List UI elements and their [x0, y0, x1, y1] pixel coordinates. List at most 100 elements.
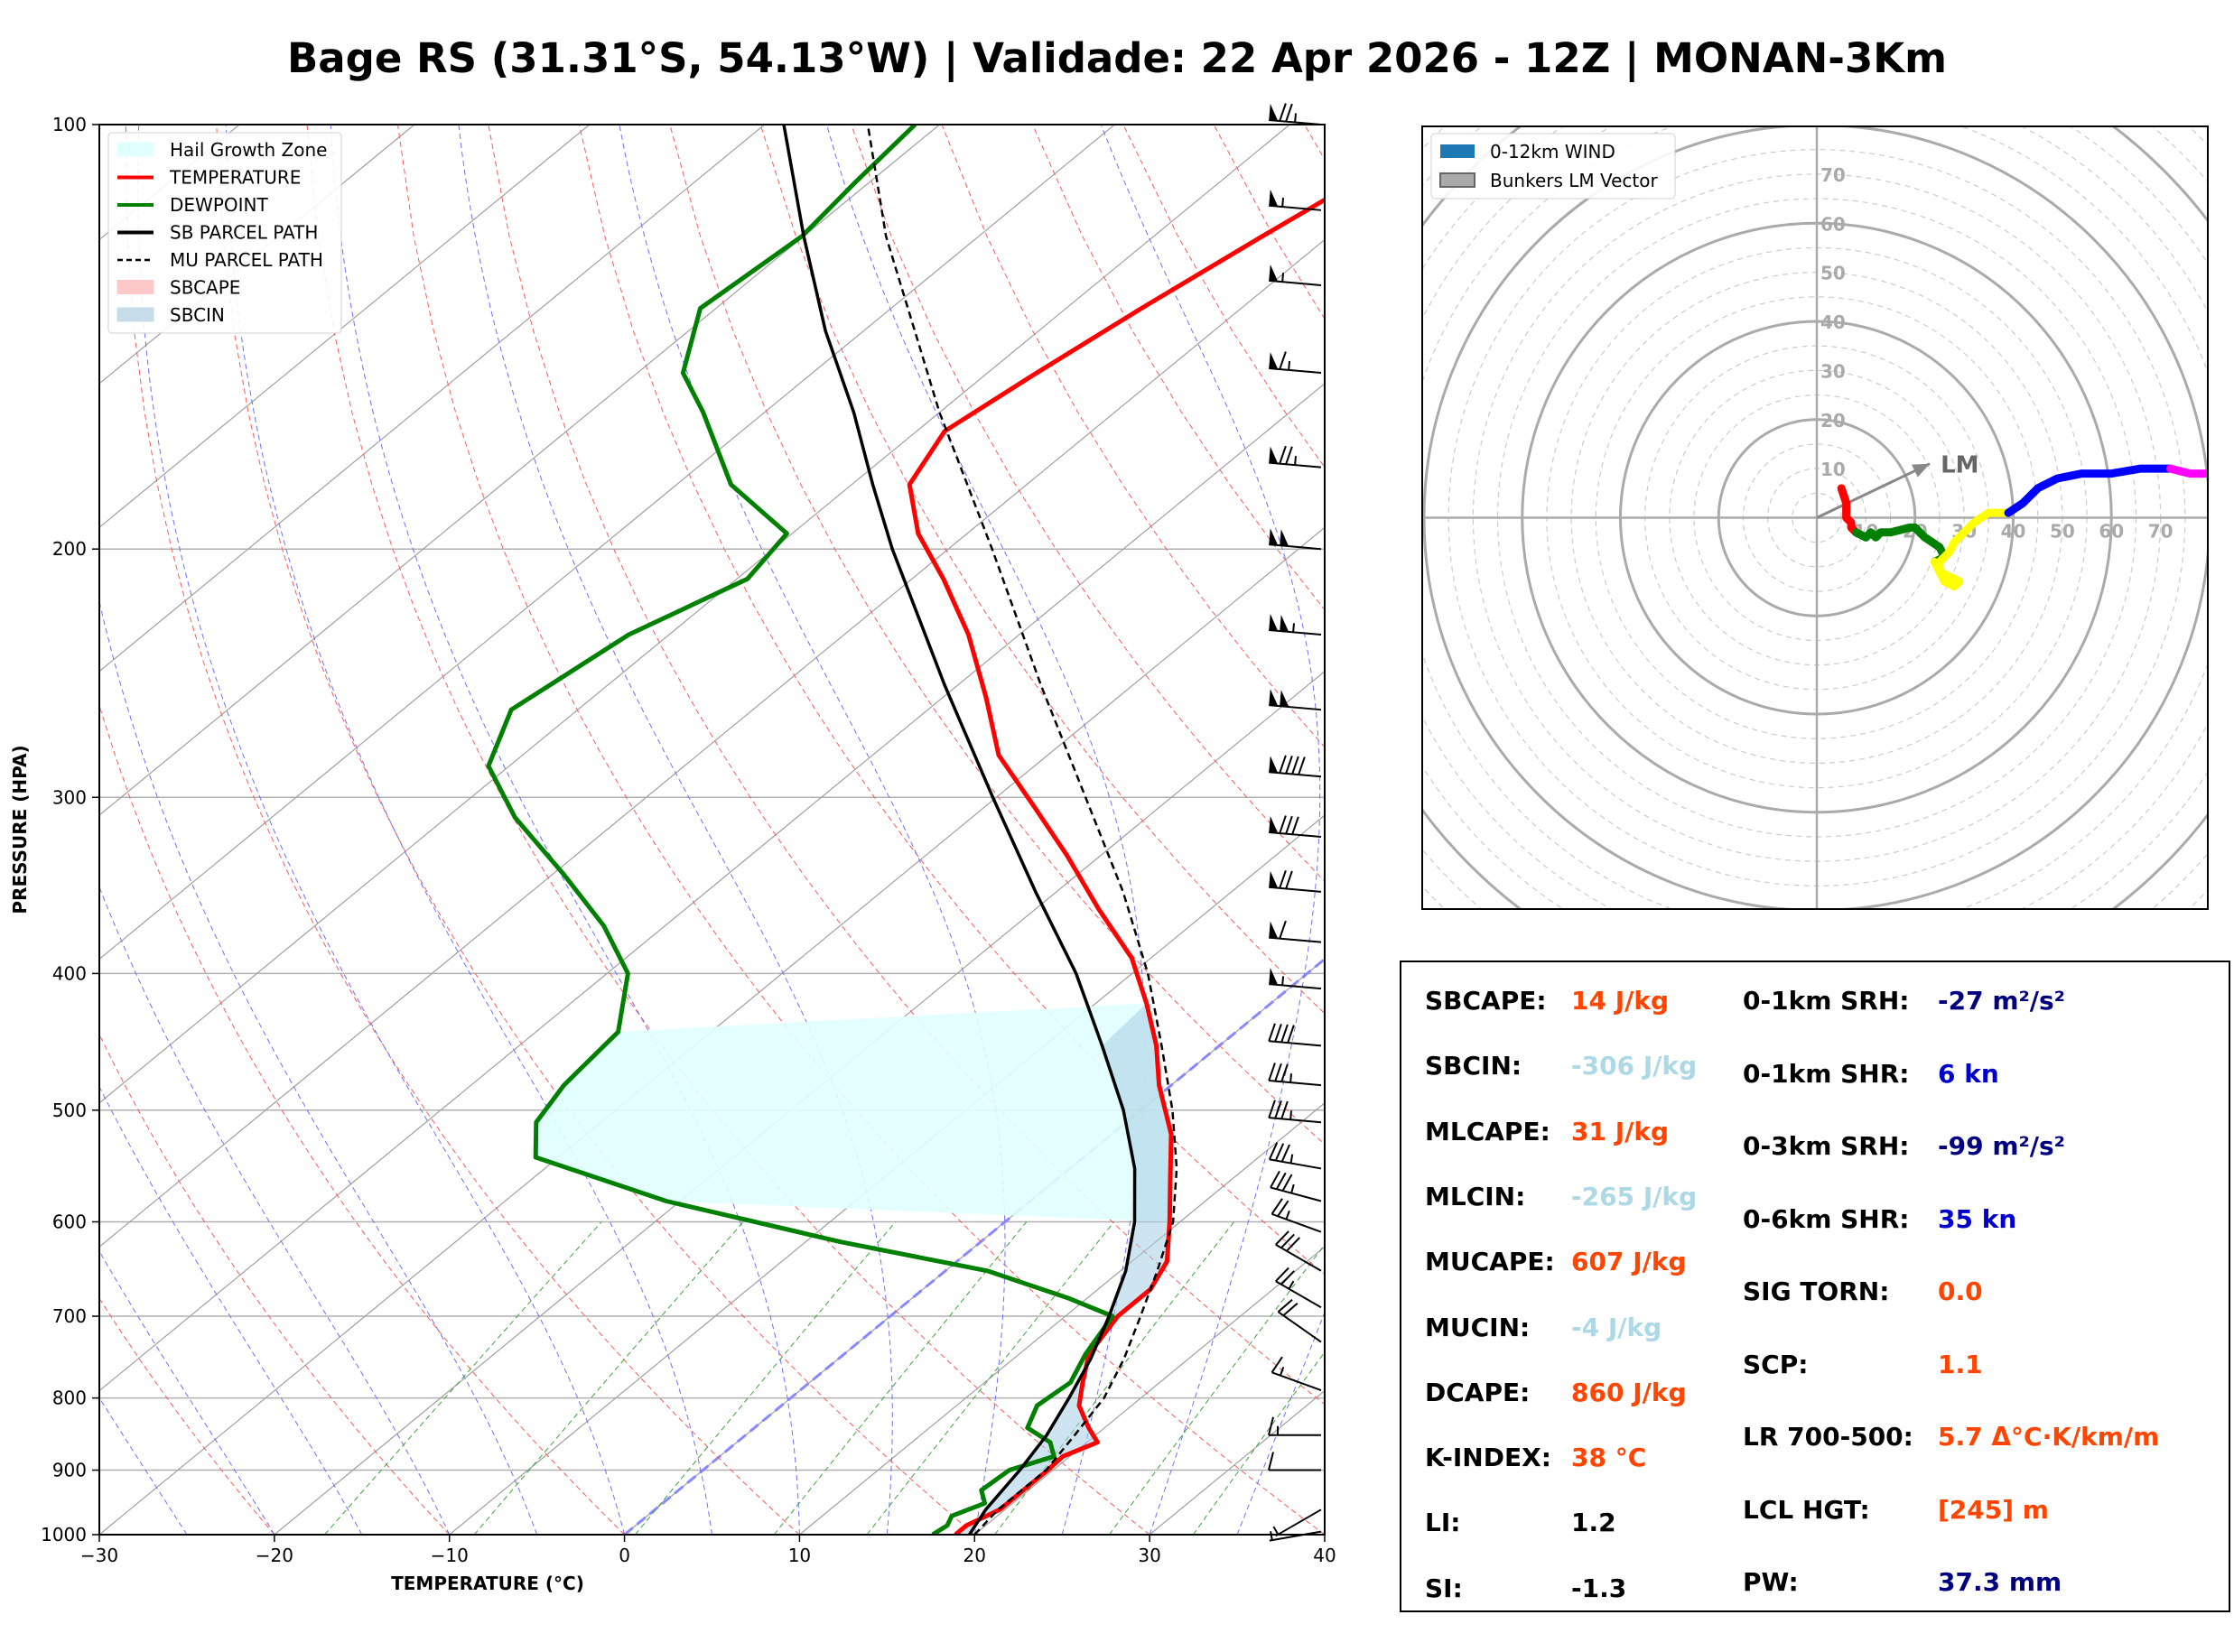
- moist-adiabat: [99, 886, 451, 1535]
- ring-label: 60: [2099, 521, 2124, 543]
- skewt-frame: [98, 124, 1326, 1536]
- param-label: LI:: [1425, 1508, 1461, 1538]
- p-tick-label: 600: [52, 1211, 87, 1232]
- legend-label: Bunkers LM Vector: [1490, 170, 1659, 191]
- param-label: 0-1km SRH:: [1743, 986, 1910, 1016]
- mixing-ratio-line: [324, 1221, 602, 1535]
- param-label: SI:: [1425, 1573, 1463, 1603]
- isotherm-line: [99, 125, 766, 673]
- mixing-ratio-line: [994, 1221, 1234, 1535]
- legend-swatch: [1439, 172, 1475, 188]
- mixing-ratio-line: [1109, 1243, 1325, 1535]
- wind-barb: [1272, 1508, 1322, 1537]
- param-label: DCAPE:: [1425, 1377, 1531, 1407]
- wind-barb: [1275, 1230, 1322, 1272]
- wind-barb: [1269, 870, 1322, 893]
- ring-label: 50: [1820, 263, 1846, 284]
- wind-barb: [1269, 614, 1322, 636]
- ring-label: 40: [2001, 521, 2026, 543]
- param-value: 6 kn: [1938, 1058, 1999, 1089]
- ring-label: 60: [1820, 213, 1846, 235]
- ring-label: 10: [1820, 459, 1846, 480]
- p-tick-label: 800: [52, 1387, 87, 1409]
- dry-adiabat: [99, 1297, 275, 1535]
- wind-barb: [1269, 755, 1322, 778]
- param-label: LCL HGT:: [1743, 1494, 1870, 1525]
- param-label: 0-3km SRH:: [1743, 1131, 1910, 1161]
- skewt-legend: Hail Growth Zone TEMPERATURE DEWPOINT SB PA…: [107, 132, 342, 334]
- isotherm-line: [99, 125, 1115, 961]
- hail-growth-zone: [535, 1003, 1171, 1222]
- p-tick-label: 700: [52, 1305, 87, 1327]
- legend-label: SBCIN: [170, 304, 225, 326]
- legend-box: [107, 132, 342, 334]
- ring-label: 70: [1820, 164, 1846, 186]
- wind-barb: [1269, 445, 1322, 469]
- bunkers-arrowhead: [1912, 463, 1931, 478]
- wind-barb: [1271, 1198, 1322, 1233]
- param-value: 14 J/kg: [1571, 986, 1670, 1016]
- param-label: MLCIN:: [1425, 1181, 1526, 1211]
- bunkers-arrow: [1816, 462, 1931, 519]
- param-value: 5.7 Δ°C·K/km/m: [1938, 1422, 2160, 1452]
- legend-swatch: [1440, 144, 1475, 158]
- param-value: -306 J/kg: [1571, 1051, 1698, 1081]
- isotherm-line: [99, 125, 1290, 1104]
- isotherm-line: [799, 1102, 1325, 1535]
- moist-adiabat: [1100, 125, 1321, 1535]
- param-label: 0-1km SHR:: [1743, 1058, 1910, 1089]
- mixing-ratio-line: [773, 1221, 1028, 1535]
- series-temperature: [907, 197, 1325, 1535]
- param-value: 0.0: [1938, 1276, 1983, 1306]
- moist-adiabat: [99, 1397, 188, 1535]
- hodograph-ring: [1252, 0, 2234, 1082]
- wind-barb: [1269, 815, 1322, 839]
- legend-box: [1430, 133, 1676, 200]
- param-label: 0-6km SHR:: [1743, 1203, 1910, 1234]
- dry-adiabat: [99, 1034, 451, 1535]
- p-tick-label: 200: [52, 538, 87, 560]
- wind-barb: [1269, 1530, 1322, 1542]
- wind-barb: [1270, 1170, 1322, 1202]
- param-value: 1.2: [1571, 1508, 1616, 1538]
- hodograph-legend: 0-12km WIND Bunkers LM Vector: [1430, 133, 1676, 200]
- p-tick-label: 1000: [41, 1524, 87, 1545]
- isotherm-line: [99, 125, 591, 529]
- isotherm-line: [624, 958, 1325, 1535]
- legend-label: SB PARCEL PATH: [170, 222, 318, 244]
- legend-swatch: [116, 280, 154, 294]
- param-label: LR 700-500:: [1743, 1422, 1913, 1452]
- wind-barb: [1275, 1267, 1322, 1309]
- mixing-ratio-line: [635, 1221, 897, 1535]
- moist-adiabat: [99, 1085, 363, 1535]
- legend-swatch: [116, 142, 154, 157]
- bunkers-label: LM: [1941, 452, 1978, 479]
- param-label: SCP:: [1743, 1349, 1809, 1379]
- x-axis-label: TEMPERATURE (°C): [391, 1573, 584, 1594]
- p-tick-label: 400: [52, 962, 87, 984]
- x-tick-label: −20: [256, 1545, 293, 1566]
- hodograph-ring: [1228, 0, 2234, 1107]
- moist-adiabat: [330, 125, 800, 1535]
- param-label: MUCAPE:: [1425, 1247, 1555, 1277]
- wind-barb: [1268, 1142, 1322, 1170]
- ring-label: 30: [1820, 360, 1846, 382]
- param-label: PW:: [1743, 1567, 1799, 1597]
- param-value: -27 m²/s²: [1938, 986, 2065, 1016]
- moist-adiabat: [137, 125, 626, 1535]
- param-value: 1.1: [1938, 1349, 1983, 1379]
- wind-barb: [1268, 1023, 1322, 1047]
- wind-barb: [1268, 1452, 1321, 1471]
- param-label: SIG TORN:: [1743, 1276, 1890, 1306]
- sbcin-area: [955, 1003, 1171, 1535]
- x-tick-label: −10: [431, 1545, 469, 1566]
- x-tick-label: 20: [963, 1545, 986, 1566]
- param-value: -4 J/kg: [1571, 1312, 1662, 1342]
- x-tick-label: −30: [80, 1545, 118, 1566]
- wind-barb: [1269, 968, 1322, 990]
- dry-adiabat: [759, 125, 1325, 1015]
- ring-label: 70: [2148, 521, 2173, 543]
- isotherm-line: [99, 125, 940, 816]
